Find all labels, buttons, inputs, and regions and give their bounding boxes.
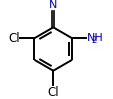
Text: Cl: Cl <box>8 32 20 45</box>
Text: Cl: Cl <box>47 86 59 99</box>
Text: 2: 2 <box>90 36 95 45</box>
Text: N: N <box>49 0 57 10</box>
Text: NH: NH <box>86 33 102 43</box>
